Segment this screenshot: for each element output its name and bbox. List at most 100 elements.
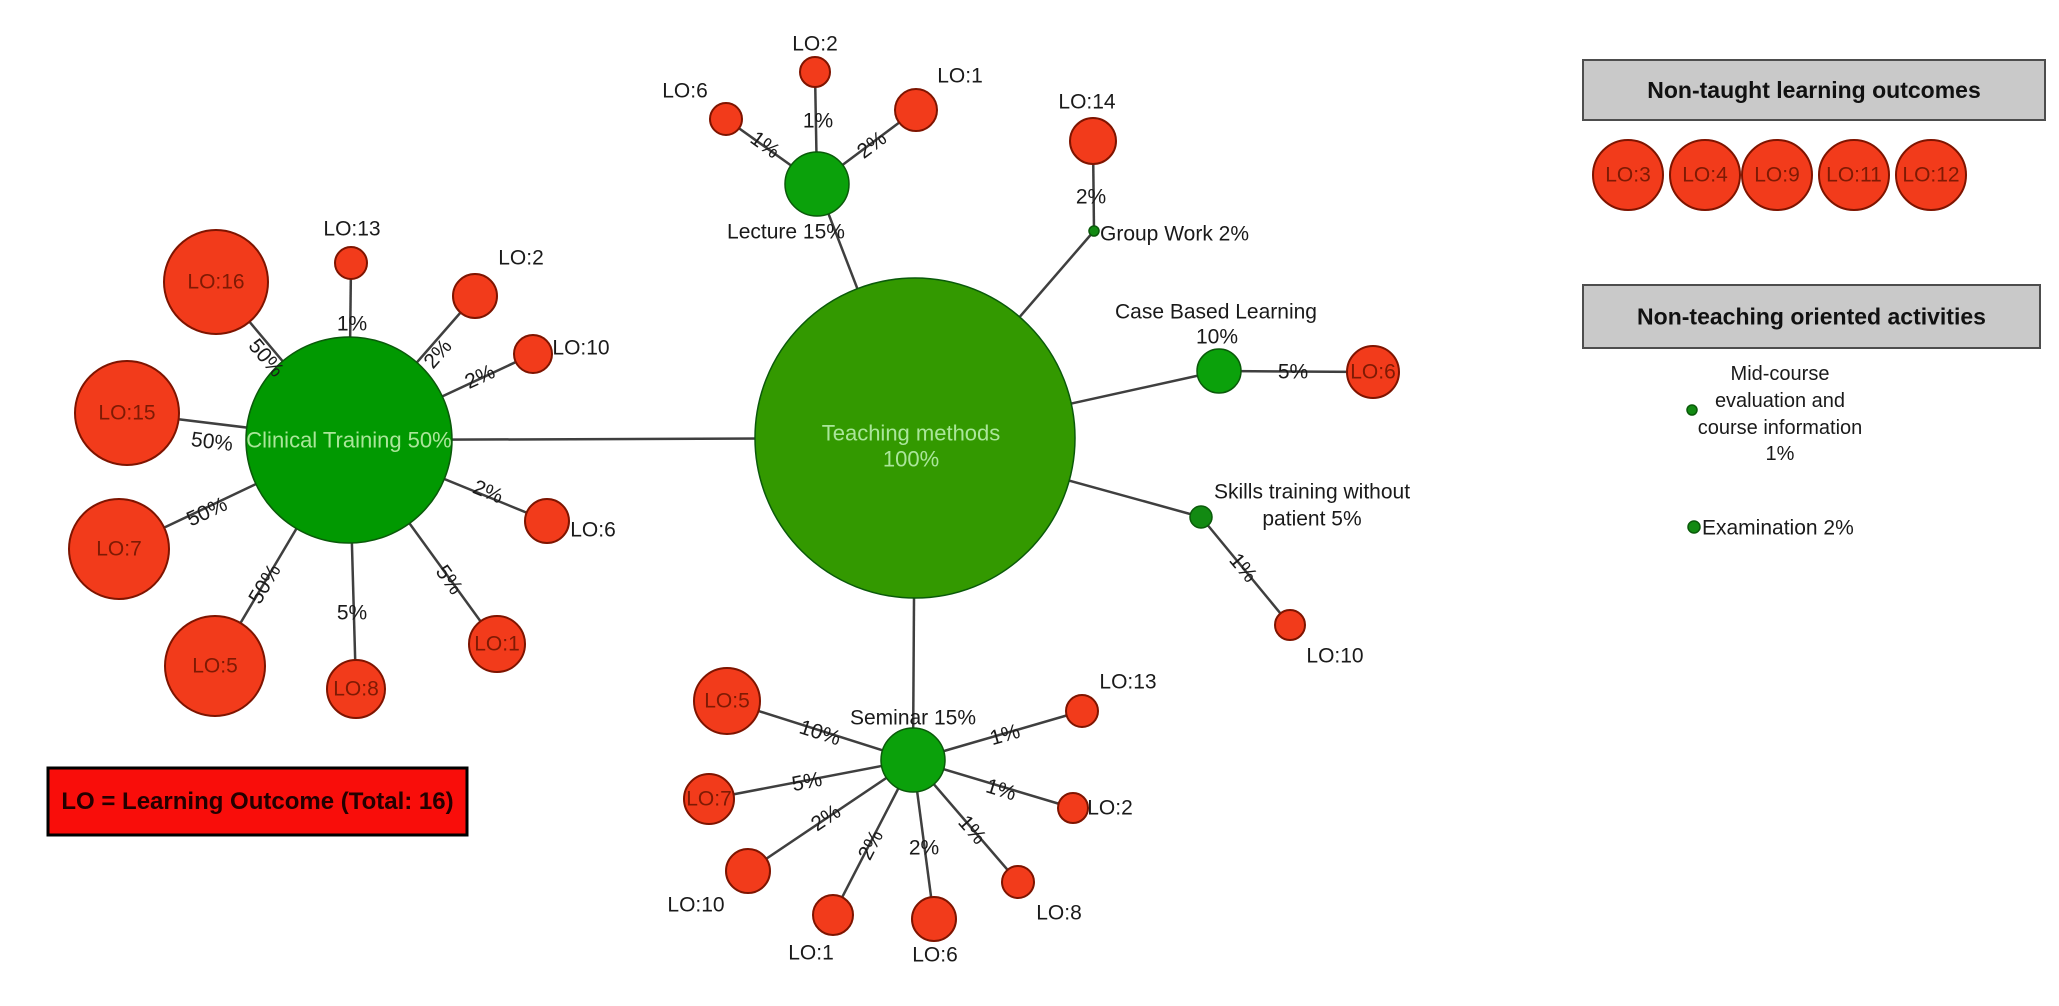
node-nontaught-lo4 (1669, 139, 1741, 211)
label-clinical-lo6: LO:6 (570, 519, 616, 542)
node-seminar-lo10 (725, 848, 771, 894)
edge-lecture-lo2-weight: 1% (803, 110, 833, 133)
node-nontaught-lo4-label: LO:4 (1682, 164, 1728, 187)
legend-box-text: LO = Learning Outcome (Total: 16) (61, 788, 453, 815)
edge-seminar-lo5-weight: 10% (796, 716, 843, 751)
edge-skills-lo10-weight: 1% (1224, 549, 1261, 587)
non-teaching-header (1582, 284, 2041, 349)
label-clinical-lo10: LO:10 (552, 337, 609, 360)
edge-clinical-lo10-weight: 2% (461, 360, 498, 394)
node-nontaught-lo9-label: LO:9 (1754, 164, 1800, 187)
node-group-work-dot (1088, 225, 1100, 237)
node-clinical-lo8 (326, 659, 386, 719)
node-nontaught-lo9 (1741, 139, 1813, 211)
label-midcourse-line2: evaluation and (1715, 390, 1845, 412)
label-seminar-lo2: LO:2 (1087, 797, 1133, 820)
node-clinical-lo7 (68, 498, 170, 600)
node-nontaught-lo12 (1895, 139, 1967, 211)
node-lecture-lo6 (709, 102, 743, 136)
node-lecture (784, 151, 850, 217)
node-clinical-lo16-label: LO:16 (187, 271, 244, 294)
label-midcourse-line3: course information (1698, 417, 1863, 439)
non-taught-header (1582, 59, 2046, 121)
label-skills-lo10: LO:10 (1306, 645, 1363, 668)
node-seminar-lo7 (683, 773, 735, 825)
node-clinical-lo7-label: LO:7 (96, 538, 142, 561)
node-clinical-lo5 (164, 615, 266, 717)
label-lecture: Lecture 15% (727, 221, 845, 244)
node-clinical-training-label: Clinical Training 50% (246, 428, 451, 453)
node-nontaught-lo11-label: LO:11 (1826, 164, 1882, 187)
node-nontaught-lo11 (1818, 139, 1890, 211)
edge-seminar-lo13-weight: 1% (987, 720, 1023, 750)
label-clinical-lo2: LO:2 (498, 247, 544, 270)
edge-clinical-lo7-weight: 50% (183, 493, 231, 532)
node-cbl-lo6 (1346, 345, 1400, 399)
non-taught-header-text: Non-taught learning outcomes (1647, 77, 1981, 103)
node-clinical-lo1-label: LO:1 (474, 633, 520, 656)
edge-clinical-lo15-weight: 50% (190, 428, 235, 456)
node-skills-training-dot (1189, 505, 1213, 529)
node-skills-lo10 (1274, 609, 1306, 641)
node-cbl-lo6-label: LO:6 (1350, 361, 1396, 384)
edge-skills-lo10 (1200, 516, 1291, 626)
node-seminar-lo7-label: LO:7 (686, 788, 732, 811)
label-seminar: Seminar 15% (850, 707, 976, 730)
label-cbl-line2: 10% (1196, 326, 1238, 349)
node-nontaught-lo3-label: LO:3 (1605, 164, 1651, 187)
legend-box (46, 766, 469, 837)
edge-clinical-lo2-weight: 2% (419, 335, 456, 373)
node-mid-course-dot (1686, 404, 1698, 416)
edge-cbl-lo6-weight: 5% (1278, 361, 1308, 384)
label-seminar-lo8: LO:8 (1036, 902, 1082, 925)
node-clinical-lo6 (524, 498, 570, 544)
label-teaching-methods-line1: Teaching methods (822, 421, 1001, 446)
node-examination-dot (1687, 520, 1701, 534)
node-clinical-lo16 (163, 229, 269, 335)
node-seminar-lo5-label: LO:5 (704, 690, 750, 713)
label-skills-line1: Skills training without (1214, 481, 1410, 504)
label-seminar-lo6: LO:6 (912, 944, 958, 967)
node-seminar-lo13 (1065, 694, 1099, 728)
label-cbl-line1: Case Based Learning (1115, 301, 1317, 324)
node-seminar-lo1 (812, 894, 854, 936)
node-teaching-methods (754, 277, 1076, 599)
non-teaching-header-text: Non-teaching oriented activities (1637, 304, 1986, 330)
label-examination: Examination 2% (1702, 517, 1854, 540)
edge-clinical-lo13-weight: 1% (337, 313, 367, 336)
node-clinical-lo10 (513, 334, 553, 374)
edge-seminar-lo7-weight: 5% (790, 768, 824, 796)
label-lo14: LO:14 (1058, 91, 1116, 114)
edge-seminar-lo10 (747, 758, 914, 873)
label-lecture-lo6: LO:6 (662, 80, 708, 103)
node-clinical-lo1 (468, 615, 526, 673)
edge-clinical-lo8-weight: 5% (337, 602, 367, 625)
node-seminar-lo5 (693, 667, 761, 735)
node-groupwork-lo14 (1069, 117, 1117, 165)
label-seminar-lo10: LO:10 (667, 894, 724, 917)
edge-seminar-lo10-weight: 2% (807, 800, 845, 836)
edge-seminar-lo1-weight: 2% (854, 826, 888, 863)
label-teaching-methods-line2: 100% (883, 447, 939, 472)
label-seminar-lo1: LO:1 (788, 942, 834, 965)
edge-seminar-lo7 (708, 758, 914, 801)
node-clinical-lo5-label: LO:5 (192, 655, 238, 678)
node-seminar-lo8 (1001, 865, 1035, 899)
label-lecture-lo2: LO:2 (792, 33, 838, 56)
label-seminar-lo13: LO:13 (1099, 671, 1156, 694)
edge-groupwork-lo14-weight: 2% (1076, 186, 1106, 209)
node-nontaught-lo12-label: LO:12 (1902, 164, 1959, 187)
edge-clinical-lo5-weight: 50% (244, 560, 285, 608)
node-clinical-lo2 (452, 273, 498, 319)
node-clinical-training (245, 336, 453, 544)
label-group-work: Group Work 2% (1100, 223, 1249, 246)
node-case-based-learning (1196, 348, 1242, 394)
label-lecture-lo1: LO:1 (937, 65, 983, 88)
label-midcourse-line1: Mid-course (1731, 363, 1830, 385)
node-lecture-lo1 (894, 88, 938, 132)
node-seminar (880, 727, 946, 793)
node-clinical-lo15-label: LO:15 (98, 402, 155, 425)
edge-seminar-lo6-weight: 2% (909, 837, 939, 860)
